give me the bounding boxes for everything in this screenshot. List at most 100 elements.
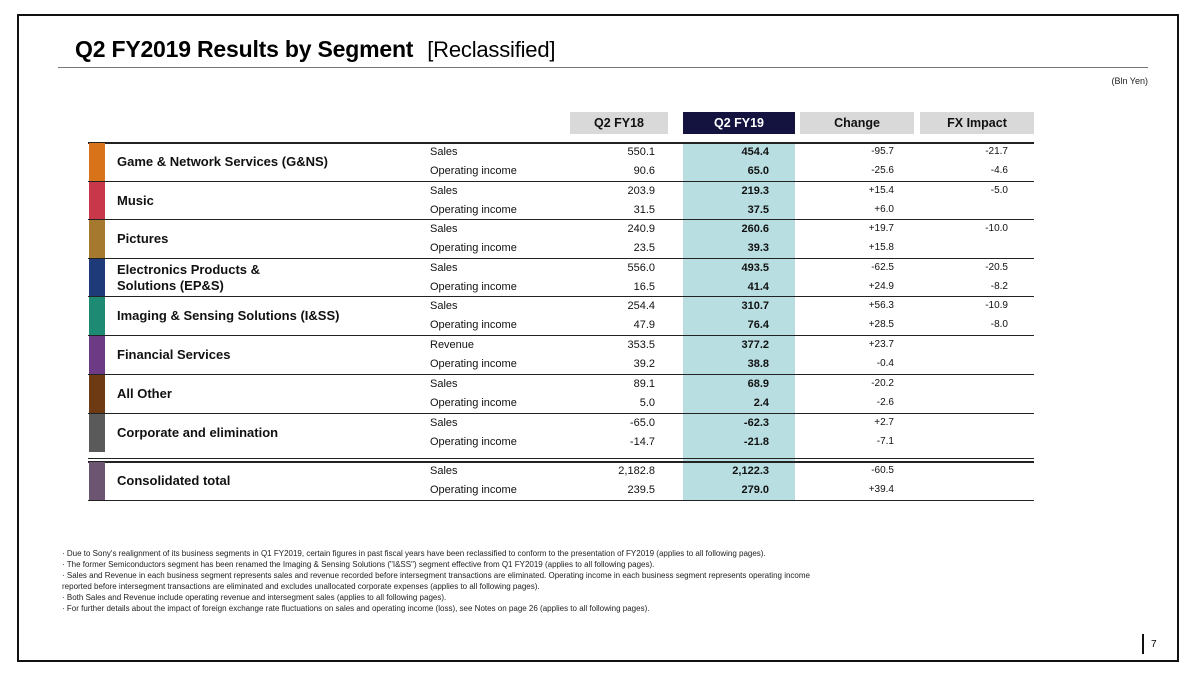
value-q2-fy19: 493.5: [741, 262, 769, 274]
footnote: reported before intersegment transaction…: [62, 582, 540, 591]
value-q2-fy18: -14.7: [629, 436, 655, 448]
value-change: -20.2: [871, 378, 894, 389]
value-q2-fy18: 556.0: [627, 262, 655, 274]
metric-label: Operating income: [430, 358, 517, 370]
title-divider: [58, 67, 1148, 68]
value-change: +19.7: [868, 223, 894, 234]
segment-name: Game & Network Services (G&NS): [117, 154, 328, 169]
header-change: Change: [800, 112, 914, 134]
value-fx-impact: [920, 433, 1008, 451]
metric-label: Operating income: [430, 484, 517, 496]
value-fx-impact: [920, 481, 1008, 499]
value-q2-fy19: 2,122.3: [732, 465, 769, 477]
footnote: · Sales and Revenue in each business seg…: [62, 571, 810, 580]
value-change: +56.3: [868, 300, 894, 311]
segment-color-band: [89, 259, 105, 297]
value-q2-fy18: 254.4: [627, 300, 655, 312]
value-change: -60.5: [871, 465, 894, 476]
segment-divider: [88, 461, 1034, 463]
title-sub: [Reclassified]: [427, 37, 556, 62]
segment-divider: [88, 219, 1034, 220]
segment-name: Music: [117, 193, 154, 208]
value-q2-fy19: 68.9: [747, 378, 769, 390]
metric-label: Operating income: [430, 204, 517, 216]
value-q2-fy19: 219.3: [741, 185, 769, 197]
segment-name: All Other: [117, 386, 172, 401]
value-fx-impact: [920, 414, 1008, 432]
value-change: +6.0: [874, 204, 894, 215]
value-fx-impact: -5.0: [990, 185, 1008, 196]
segment-color-band: [89, 375, 105, 413]
footnote: · Due to Sony's realignment of its busin…: [62, 549, 766, 558]
header-fx-impact: FX Impact: [920, 112, 1034, 134]
metric-label: Sales: [430, 300, 458, 312]
value-change: -95.7: [871, 146, 894, 157]
value-change: +23.7: [868, 339, 894, 350]
value-q2-fy19: -21.8: [743, 436, 769, 448]
value-q2-fy18: 16.5: [633, 281, 655, 293]
segment-color-band: [89, 143, 105, 181]
segment-divider: [88, 296, 1034, 297]
segment-divider: [88, 335, 1034, 336]
value-q2-fy19: 377.2: [741, 339, 769, 351]
footnote: · For further details about the impact o…: [62, 604, 650, 613]
value-fx-impact: -8.2: [990, 281, 1008, 292]
segment-name: Electronics Products & Solutions (EP&S): [117, 262, 260, 294]
value-fx-impact: -20.5: [985, 262, 1008, 273]
segment-color-band: [89, 182, 105, 220]
value-q2-fy18: 353.5: [627, 339, 655, 351]
value-fx-impact: [920, 239, 1008, 257]
segment-name: Pictures: [117, 231, 169, 246]
value-fx-impact: [920, 355, 1008, 373]
value-change: +15.8: [868, 242, 894, 253]
value-q2-fy19: 279.0: [741, 484, 769, 496]
page-number-bar: [1142, 634, 1144, 654]
value-change: -25.6: [871, 165, 894, 176]
value-q2-fy18: 550.1: [627, 146, 655, 158]
segment-name: Consolidated total: [117, 473, 231, 488]
value-change: -2.6: [876, 397, 894, 408]
segment-name: Imaging & Sensing Solutions (I&SS): [117, 308, 340, 323]
segment-divider: [88, 181, 1034, 182]
value-q2-fy19: 37.5: [747, 204, 769, 216]
value-fx-impact: [920, 375, 1008, 393]
value-fx-impact: -10.9: [985, 300, 1008, 311]
value-fx-impact: -10.0: [985, 223, 1008, 234]
value-q2-fy19: 76.4: [747, 319, 769, 331]
value-fx-impact: -8.0: [990, 319, 1008, 330]
footnote: · Both Sales and Revenue include operati…: [62, 593, 447, 602]
segment-divider: [88, 142, 1034, 144]
segment-divider: [88, 413, 1034, 414]
metric-label: Sales: [430, 223, 458, 235]
value-fx-impact: [920, 394, 1008, 412]
segment-name: Financial Services: [117, 347, 231, 362]
segment-divider: [88, 458, 1034, 459]
metric-label: Sales: [430, 465, 458, 477]
value-fx-impact: -4.6: [990, 165, 1008, 176]
metric-label: Revenue: [430, 339, 475, 351]
table-bottom-rule: [88, 500, 1034, 501]
unit-label: (Bln Yen): [1111, 76, 1148, 86]
value-q2-fy18: 2,182.8: [618, 465, 655, 477]
value-q2-fy19: 38.8: [747, 358, 769, 370]
metric-label: Sales: [430, 185, 458, 197]
page-title: Q2 FY2019 Results by Segment [Reclassifie…: [75, 36, 555, 63]
segment-color-band: [89, 414, 105, 452]
metric-label: Operating income: [430, 397, 517, 409]
footnotes: · Due to Sony's realignment of its busin…: [62, 548, 1092, 614]
segment-divider: [88, 374, 1034, 375]
value-q2-fy18: -65.0: [629, 417, 655, 429]
metric-label: Sales: [430, 146, 458, 158]
metric-label: Operating income: [430, 165, 517, 177]
value-q2-fy19: 2.4: [753, 397, 769, 409]
value-q2-fy18: 89.1: [633, 378, 655, 390]
value-q2-fy18: 31.5: [633, 204, 655, 216]
metric-label: Operating income: [430, 436, 517, 448]
value-change: +39.4: [868, 484, 894, 495]
slide-frame: [17, 14, 1179, 662]
value-change: +2.7: [874, 417, 894, 428]
value-q2-fy18: 239.5: [627, 484, 655, 496]
metric-label: Operating income: [430, 242, 517, 254]
value-change: -0.4: [876, 358, 894, 369]
segment-color-band: [89, 336, 105, 374]
